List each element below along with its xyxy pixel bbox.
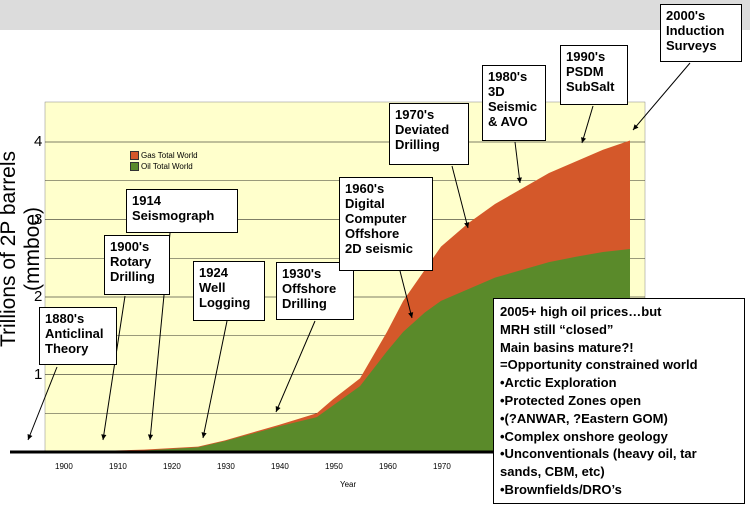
callout-arrowhead — [275, 406, 281, 412]
callout-arrowhead — [27, 434, 33, 440]
callout-arrowhead — [147, 434, 154, 440]
legend-item-oil: Oil Total World — [130, 161, 198, 172]
callout-1914: 1914 Seismograph — [126, 189, 238, 233]
y-tick-label: 3 — [34, 210, 43, 228]
outlook-line: •Arctic Exploration — [500, 375, 617, 391]
callout-arrow — [202, 320, 228, 439]
callout-arrow — [451, 165, 469, 229]
callout-arrow — [581, 105, 594, 144]
x-tick-label: 1930 — [217, 462, 235, 471]
outlook-line: •Protected Zones open — [500, 392, 642, 408]
outlook-line: sands, CBM, etc) — [500, 464, 605, 480]
callout-1880s: 1880's Anticlinal Theory — [39, 307, 117, 365]
legend-swatch-oil — [130, 162, 139, 171]
x-tick-label: 1970 — [433, 462, 451, 471]
x-tick-label: 1940 — [271, 462, 289, 471]
callout-arrow — [27, 366, 58, 441]
callout-1924: 1924 Well Logging — [193, 261, 265, 321]
x-tick-label: 1920 — [163, 462, 181, 471]
callout-arrowhead — [516, 177, 522, 183]
legend-label-gas: Gas Total World — [141, 151, 198, 160]
x-tick-label: 1960 — [379, 462, 397, 471]
outlook-line: Main basins mature?! — [500, 339, 634, 355]
callout-arrowhead — [101, 434, 107, 440]
callout-arrow — [102, 295, 126, 441]
callout-arrowhead — [581, 137, 587, 143]
outlook-line: •Complex onshore geology — [500, 428, 668, 444]
outlook-line: =Opportunity constrained world — [500, 357, 698, 373]
x-axis-label: Year — [340, 480, 357, 489]
callout-arrow — [632, 62, 691, 131]
callout-arrow — [514, 141, 521, 184]
outlook-line: 2005+ high oil prices…but — [500, 304, 662, 319]
callout-1970s: 1970's Deviated Drilling — [389, 103, 469, 165]
callout-1990s: 1990's PSDM SubSalt — [560, 45, 628, 105]
callout-2000s: 2000's Induction Surveys — [660, 4, 742, 62]
y-tick-label: 4 — [34, 133, 43, 150]
callout-1980s: 1980's 3D Seismic & AVO — [482, 65, 546, 141]
y-tick-label: 2 — [34, 288, 43, 305]
legend: Gas Total World Oil Total World — [130, 150, 198, 172]
callout-arrow — [275, 320, 316, 413]
legend-item-gas: Gas Total World — [130, 150, 198, 161]
callout-arrow — [399, 270, 413, 319]
legend-label-oil: Oil Total World — [141, 162, 193, 171]
header-band — [0, 0, 750, 30]
outlook-box: 2005+ high oil prices…but MRH still “clo… — [493, 298, 745, 504]
x-tick-label: 1950 — [325, 462, 343, 471]
legend-swatch-gas — [130, 151, 139, 160]
callout-1930s: 1930's Offshore Drilling — [276, 262, 354, 320]
x-tick-label: 1900 — [55, 462, 73, 471]
callout-arrows — [27, 62, 691, 441]
callout-arrowhead — [464, 222, 470, 228]
outlook-line: MRH still “closed” — [500, 321, 614, 337]
x-tick-label: 1910 — [109, 462, 127, 471]
callout-arrowhead — [408, 312, 414, 318]
callout-arrowhead — [633, 124, 639, 130]
callout-arrowhead — [201, 432, 207, 438]
oil-area — [63, 248, 630, 452]
outlook-line: •Unconventionals (heavy oil, tar — [500, 446, 697, 462]
callout-1900s: 1900's Rotary Drilling — [104, 235, 170, 295]
y-tick-label: 1 — [34, 365, 43, 383]
outlook-line: •Brownfields/DRO’s — [500, 481, 622, 497]
outlook-line: •(?ANWAR, ?Eastern GOM) — [500, 410, 668, 426]
callout-1960s: 1960's Digital Computer Offshore 2D seismic — [339, 177, 433, 271]
